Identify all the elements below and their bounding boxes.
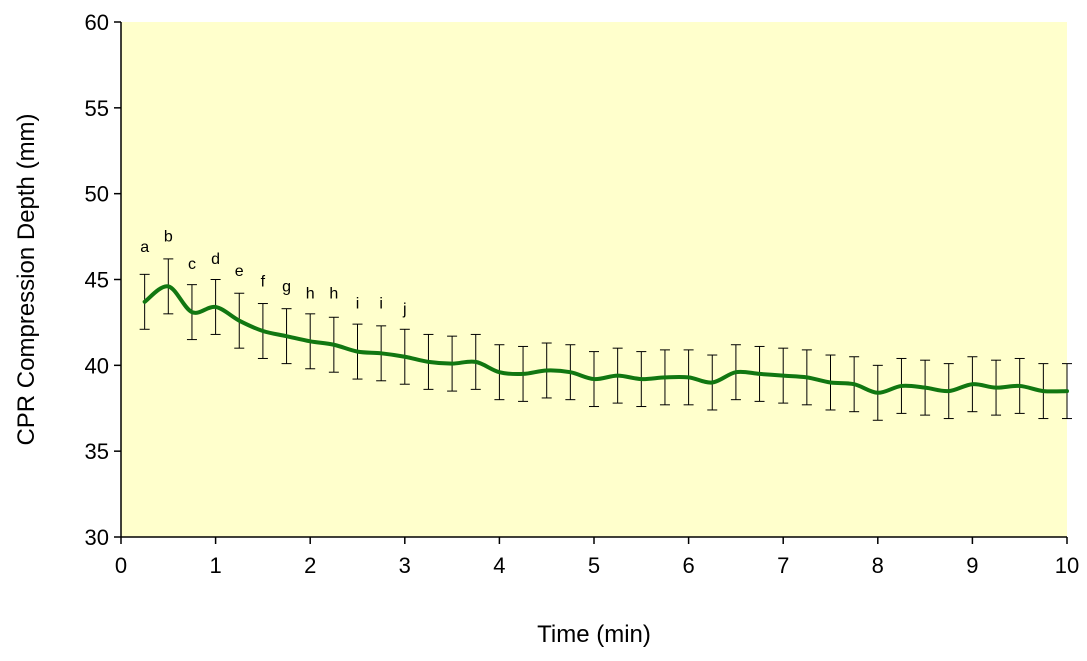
plot-area: [121, 22, 1067, 537]
point-letter-label: h: [306, 285, 315, 302]
x-tick-label: 8: [872, 553, 884, 578]
y-tick-label: 55: [85, 96, 109, 121]
point-letter-label: i: [356, 296, 360, 313]
point-letter-label: g: [282, 279, 291, 296]
y-axis-title: CPR Compression Depth (mm): [13, 113, 40, 445]
point-annotations: abc def g h hi i j: [140, 229, 406, 318]
x-tick-label: 6: [682, 553, 694, 578]
x-tick-label: 7: [777, 553, 789, 578]
x-tick-label: 9: [966, 553, 978, 578]
y-tick-label: 40: [85, 353, 109, 378]
point-letter-label: j: [402, 301, 407, 318]
x-tick-label: 10: [1055, 553, 1079, 578]
point-letter-label: c: [188, 256, 196, 273]
point-letter-label: b: [164, 229, 173, 246]
x-tick-label: 2: [304, 553, 316, 578]
x-tick-label: 0: [115, 553, 127, 578]
point-letter-label: d: [211, 251, 220, 268]
y-tick-label: 45: [85, 268, 109, 293]
series-line: [142, 284, 1069, 395]
point-letter-label: h: [329, 285, 338, 302]
point-letter-label: a: [140, 239, 149, 256]
point-letter-label: e: [235, 263, 244, 280]
x-axis-title: Time (min): [537, 621, 651, 648]
x-tick-label: 1: [209, 553, 221, 578]
point-letter-label: f: [261, 273, 266, 290]
y-tick-label: 50: [85, 182, 109, 207]
y-tick-label: 30: [85, 525, 109, 550]
point-letter-label: i: [379, 296, 383, 313]
y-tick-label: 60: [85, 10, 109, 35]
x-tick-label: 5: [588, 553, 600, 578]
y-tick-label: 35: [85, 439, 109, 464]
x-tick-label: 4: [493, 553, 505, 578]
x-tick-label: 3: [399, 553, 411, 578]
